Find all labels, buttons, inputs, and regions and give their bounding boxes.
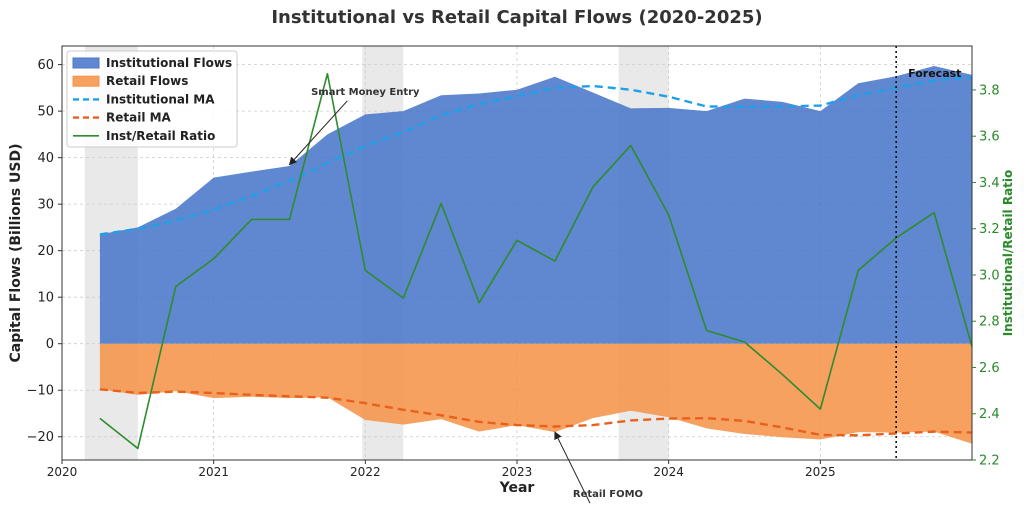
y-tick-label: 50 (37, 105, 54, 120)
y-tick-label: 0 (46, 337, 54, 352)
legend-label-retail-flows: Retail Flows (106, 74, 188, 88)
y-tick-label: 20 (37, 244, 54, 259)
area-retail-flows (99, 343, 972, 444)
line-series (99, 72, 973, 450)
forecast-marker: Forecast (895, 46, 961, 460)
annotation-arrow-0 (288, 100, 348, 166)
annotation-arrow-1 (554, 431, 591, 504)
y-right-tick-label: 3.0 (979, 268, 1000, 283)
x-tick-label: 2024 (653, 465, 684, 479)
x-axis-label: Year (499, 480, 535, 496)
annotation-label-0: Smart Money Entry (311, 87, 420, 98)
y-tick-label: 10 (37, 291, 54, 306)
annotation-label-1: Retail FOMO (573, 489, 643, 500)
y-right-tick-label: 2.2 (979, 454, 1000, 469)
y-tick-label: −20 (27, 430, 54, 445)
y-right-tick-label: 3.6 (979, 130, 1000, 145)
x-tick-label: 2023 (502, 465, 533, 479)
y-tick-label: −10 (27, 384, 54, 399)
line-institutional-ma (99, 75, 973, 236)
y-right-tick-label: 2.4 (979, 407, 1000, 422)
y-right-axis-ticks: 2.2 2.4 2.6 2.8 3.0 3.2 3.4 3.6 3.8 (972, 83, 1000, 469)
area-institutional-flows (99, 66, 972, 344)
y-tick-label: 40 (37, 151, 54, 166)
legend-box (66, 50, 238, 148)
y-right-tick-label: 3.4 (979, 176, 1000, 191)
line-retail-ma (99, 388, 973, 437)
x-tick-label: 2021 (198, 465, 229, 479)
area-series (99, 66, 972, 444)
annotations: Smart Money Entry Retail FOMO (288, 87, 643, 504)
x-tick-label: 2022 (350, 465, 381, 479)
line-inst-retail-ratio (99, 72, 973, 450)
legend-label-inst-retail-ratio: Inst/Retail Ratio (106, 129, 215, 143)
legend-label-retail-ma: Retail MA (106, 111, 172, 125)
y-tick-label: 30 (37, 198, 54, 213)
forecast-label: Forecast (908, 67, 961, 80)
x-tick-label: 2025 (805, 465, 836, 479)
y-tick-label: 60 (37, 58, 54, 73)
y-axis-label: Capital Flows (Billions USD) (8, 143, 24, 362)
y-axis-ticks: −20 −10 0 10 20 30 40 50 60 (27, 58, 62, 445)
y-right-axis-label: Institutional/Retail Ratio (1001, 170, 1015, 337)
x-tick-label: 2020 (47, 465, 78, 479)
y-right-tick-label: 3.2 (979, 222, 1000, 237)
legend-swatch-retail-flows (72, 75, 100, 87)
chart-title: Institutional vs Retail Capital Flows (2… (271, 7, 762, 28)
legend-label-institutional-ma: Institutional MA (106, 92, 215, 106)
legend-label-institutional-flows: Institutional Flows (106, 56, 232, 70)
legend: Institutional Flows Retail Flows Instituti… (66, 50, 238, 148)
legend-swatch-institutional-flows (72, 57, 100, 69)
y-right-tick-label: 2.6 (979, 361, 1000, 376)
y-right-tick-label: 2.8 (979, 315, 1000, 330)
y-right-tick-label: 3.8 (979, 83, 1000, 98)
x-axis-ticks: 2020 2021 2022 2023 2024 2025 (47, 460, 836, 479)
